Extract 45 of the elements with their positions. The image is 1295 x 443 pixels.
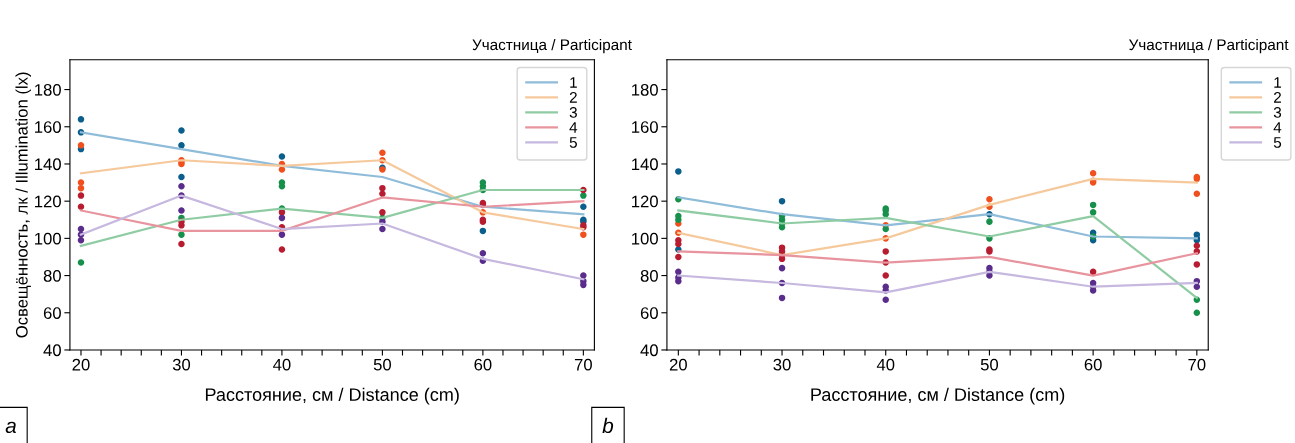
y-tick-label: 80 — [640, 269, 658, 282]
y-tick-label: 140 — [632, 158, 658, 171]
x-tick-label: 40 — [876, 358, 895, 371]
legend-label: 1 — [1274, 77, 1281, 88]
y-tick-label: 180 — [632, 83, 658, 96]
y-tick-label: 100 — [35, 232, 61, 245]
y-tick-label: 60 — [640, 307, 658, 319]
y-tick-label: 180 — [35, 83, 61, 96]
x-tick-label: 60 — [474, 358, 492, 371]
x-tick-label: 70 — [1188, 358, 1206, 371]
legend-label: 1 — [570, 77, 577, 88]
legend-label: 3 — [569, 107, 577, 118]
y-tick-label: 160 — [632, 121, 658, 133]
legend-title: Участница / Participant — [1129, 38, 1289, 54]
y-tick-label: 80 — [43, 269, 61, 282]
legend-title: Участница / Participant — [472, 38, 632, 54]
legend-label: 5 — [569, 137, 577, 148]
x-tick-label: 70 — [574, 358, 592, 371]
legend-label: 4 — [1273, 122, 1282, 133]
legend-label: 4 — [569, 122, 578, 133]
y-tick-label: 60 — [43, 307, 61, 319]
text: a — [5, 421, 17, 434]
legend-label: 5 — [1273, 137, 1282, 148]
x-tick-label: 40 — [273, 358, 291, 371]
y-tick-label: 40 — [43, 344, 61, 357]
y-axis-title: Освещённость, лк / Illumination (lx) — [15, 72, 32, 338]
y-tick-label: 40 — [640, 344, 658, 357]
x-tick-label: 20 — [669, 358, 687, 371]
legend-label: 3 — [1273, 107, 1282, 118]
x-tick-label: 50 — [980, 358, 999, 371]
y-tick-label: 120 — [632, 195, 658, 208]
y-tick-label: 120 — [35, 195, 61, 208]
y-tick-label: 160 — [35, 121, 61, 133]
text: b — [602, 417, 614, 434]
x-tick-label: 30 — [172, 358, 191, 371]
x-axis-title: Расстояние, см / Distance (cm) — [811, 387, 1065, 405]
x-axis-title: Расстояние, см / Distance (cm) — [205, 387, 459, 405]
x-tick-label: 20 — [72, 358, 90, 371]
y-tick-label: 140 — [35, 158, 61, 171]
x-tick-label: 50 — [373, 358, 392, 371]
legend-label: 2 — [569, 92, 577, 103]
x-tick-label: 30 — [773, 358, 791, 371]
legend-label: 2 — [1274, 92, 1281, 103]
x-tick-label: 60 — [1084, 358, 1102, 371]
y-tick-label: 100 — [632, 232, 658, 245]
